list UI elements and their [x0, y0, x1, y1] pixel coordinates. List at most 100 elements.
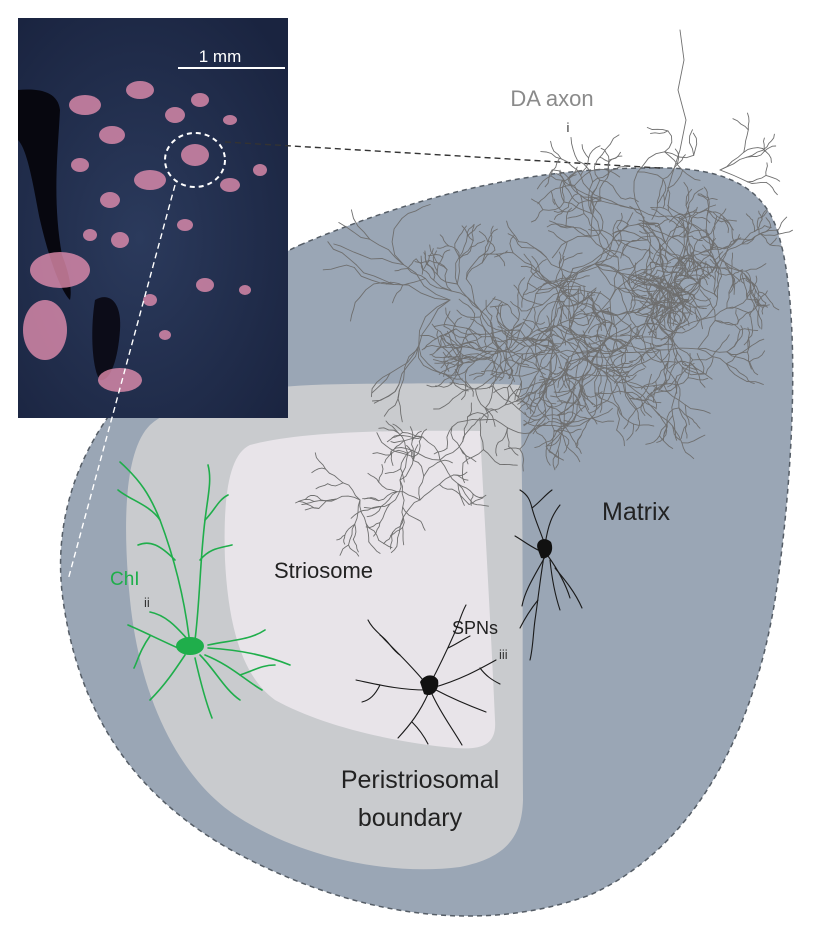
- axon-branch: [526, 270, 539, 290]
- axon-branch: [564, 294, 579, 305]
- axon-branch: [743, 129, 749, 153]
- axon-branch: [360, 254, 404, 266]
- axon-branch: [694, 267, 704, 272]
- axon-branch: [629, 325, 634, 348]
- axon-branch: [747, 181, 767, 184]
- axon-branch: [562, 179, 569, 190]
- axon-branch: [725, 363, 745, 376]
- axon-branch: [599, 179, 622, 199]
- axon-branch: [726, 298, 748, 309]
- axon-branch: [682, 288, 695, 296]
- axon-branch: [647, 399, 662, 404]
- axon-branch: [696, 353, 705, 374]
- axon-branch: [485, 299, 493, 317]
- axon-branch: [468, 372, 485, 376]
- axon-branch: [484, 407, 489, 424]
- axon-branch: [741, 231, 755, 245]
- axon-branch: [655, 307, 672, 316]
- axon-branch: [390, 537, 399, 554]
- axon-branch: [594, 263, 632, 276]
- axon-branch: [444, 269, 453, 292]
- axon-branch: [732, 274, 741, 283]
- axon-branch: [504, 353, 507, 371]
- axon-branch: [672, 415, 683, 444]
- axon-branch: [673, 293, 691, 297]
- axon-branch: [419, 483, 440, 501]
- axon-branch: [553, 335, 584, 345]
- axon-branch: [363, 506, 382, 509]
- axon-branch: [531, 255, 540, 273]
- axon-branch: [609, 256, 620, 301]
- axon-branch: [650, 308, 655, 325]
- striosome-patches: [23, 81, 267, 392]
- axon-branch: [508, 352, 541, 371]
- axon-branch: [423, 252, 428, 265]
- axon-branch: [342, 482, 361, 501]
- axon-branch: [635, 417, 640, 432]
- axon-branch: [378, 539, 393, 549]
- axon-branch: [520, 265, 540, 273]
- ventricle-shape: [18, 89, 71, 301]
- axon-branch: [598, 310, 638, 316]
- axon-branch: [652, 380, 658, 403]
- axon-branch: [747, 338, 765, 349]
- axon-branch: [680, 292, 684, 313]
- axon-branch: [599, 395, 604, 413]
- axon-branch: [542, 288, 568, 306]
- axon-branch: [614, 369, 623, 384]
- axon-branch: [721, 219, 737, 223]
- axon-branch: [504, 400, 525, 406]
- axon-branch: [645, 435, 660, 445]
- axon-branch: [677, 256, 682, 268]
- axon-branch: [465, 256, 480, 280]
- axon-branch: [546, 315, 551, 330]
- axon-branch: [482, 449, 501, 465]
- axon-branch: [679, 260, 684, 271]
- axon-branch: [555, 349, 601, 354]
- axon-branch: [590, 236, 619, 258]
- axon-branch: [752, 219, 756, 232]
- axon-branch: [668, 310, 672, 329]
- axon-branch: [339, 544, 349, 556]
- axon-branch: [711, 238, 716, 250]
- axon-branch: [718, 267, 746, 272]
- axon-branch: [699, 289, 711, 302]
- axon-branch: [412, 444, 419, 461]
- axon-branch: [674, 148, 680, 165]
- axon-branch: [582, 357, 602, 377]
- axon-branch: [650, 206, 669, 212]
- axon-branch: [599, 311, 613, 314]
- axon-branch: [565, 225, 592, 238]
- axon-branch: [497, 427, 508, 443]
- axon-branch: [692, 216, 711, 224]
- axon-branch: [675, 285, 684, 290]
- axon-branch: [531, 408, 546, 417]
- axon-branch: [640, 346, 655, 357]
- axon-branch: [627, 281, 636, 312]
- axon-branch: [550, 388, 573, 398]
- axon-branch: [689, 293, 697, 306]
- axon-branch: [632, 346, 645, 362]
- axon-branch: [411, 439, 414, 458]
- axon-branch: [726, 351, 751, 363]
- axon-branch: [600, 147, 610, 161]
- axon-branch: [389, 479, 402, 505]
- axon-branch: [596, 320, 606, 332]
- axon-branch: [777, 216, 788, 231]
- da-axon-numeral: i: [567, 120, 570, 135]
- axon-branch: [613, 361, 634, 368]
- axon-branch: [648, 275, 660, 290]
- axon-branch: [365, 523, 370, 543]
- axon-branch: [656, 178, 664, 202]
- axon-branch: [647, 239, 669, 263]
- axon-branch: [674, 277, 688, 281]
- axon-branch: [654, 410, 668, 432]
- axon-branch: [450, 426, 461, 449]
- axon-branch: [402, 499, 421, 518]
- axon-branch: [636, 247, 654, 255]
- axon-branch: [523, 321, 533, 332]
- axon-branch: [483, 360, 496, 375]
- axon-branch: [561, 181, 566, 203]
- axon-branch: [567, 213, 585, 219]
- axon-branch: [659, 264, 679, 301]
